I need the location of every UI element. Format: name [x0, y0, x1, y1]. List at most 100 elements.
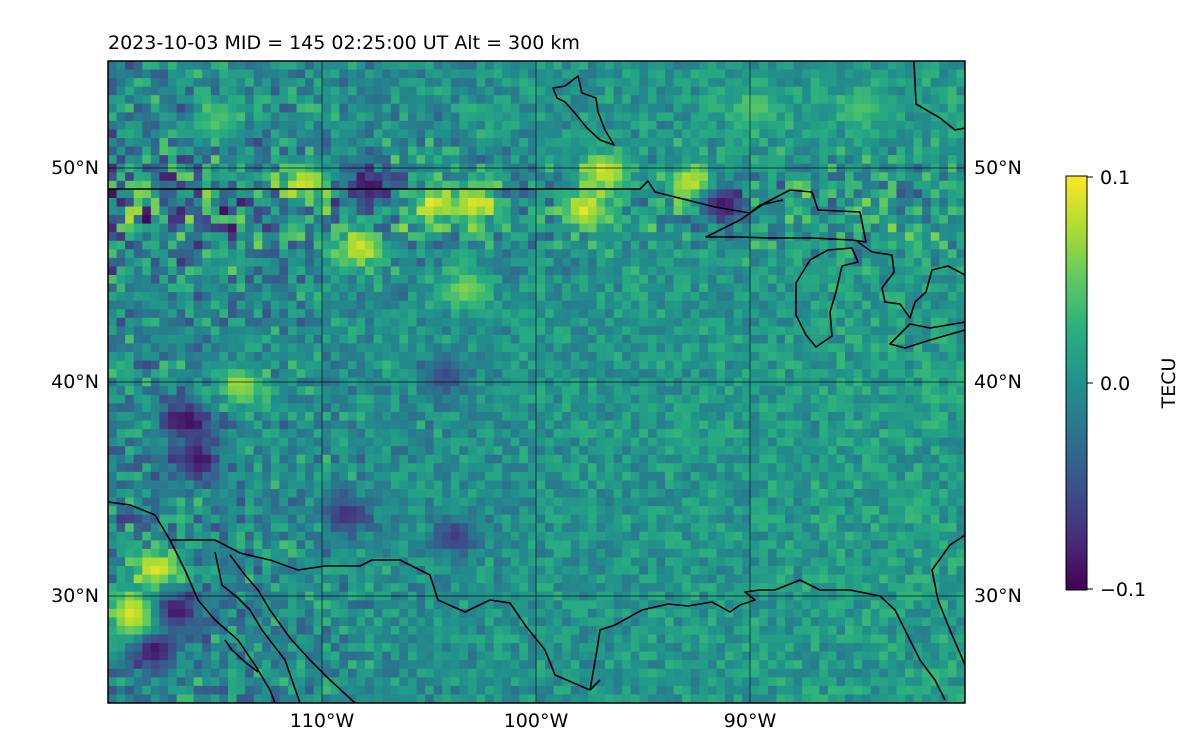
heatmap-cell	[819, 180, 829, 190]
heatmap-cell	[108, 223, 118, 233]
heatmap-cell	[605, 120, 615, 131]
heatmap-cell	[459, 78, 469, 88]
heatmap-cell	[707, 78, 718, 88]
heatmap-cell	[467, 69, 478, 79]
heatmap-cell	[459, 454, 469, 464]
heatmap-cell	[905, 112, 915, 122]
heatmap-cell	[699, 437, 709, 447]
heatmap-cell	[947, 223, 958, 233]
heatmap-cell	[125, 275, 135, 285]
heatmap-cell	[253, 112, 263, 122]
heatmap-cell	[347, 266, 358, 276]
heatmap-cell	[476, 480, 486, 490]
heatmap-cell	[853, 420, 863, 430]
heatmap-cell	[930, 394, 940, 404]
heatmap-cell	[827, 112, 838, 122]
heatmap-cell	[305, 266, 315, 276]
heatmap-cell	[116, 446, 126, 456]
heatmap-cell	[202, 309, 212, 319]
heatmap-cell	[527, 172, 538, 182]
heatmap-cell	[467, 95, 478, 105]
heatmap-cell	[347, 403, 358, 413]
heatmap-cell	[493, 411, 503, 422]
heatmap-cell	[587, 317, 598, 327]
heatmap-cell	[956, 446, 965, 456]
heatmap-cell	[819, 223, 829, 233]
heatmap-cell	[527, 326, 538, 336]
heatmap-cell	[279, 394, 289, 404]
heatmap-cell	[767, 189, 778, 199]
heatmap-cell	[476, 352, 486, 362]
heatmap-cell	[116, 206, 126, 216]
heatmap-cell	[236, 463, 246, 473]
heatmap-cell	[125, 180, 135, 190]
heatmap-cell	[596, 197, 606, 208]
heatmap-cell	[587, 180, 598, 190]
heatmap-cell	[759, 446, 769, 456]
heatmap-cell	[879, 146, 889, 156]
heatmap-cell	[493, 172, 503, 182]
heatmap-cell	[279, 223, 289, 233]
heatmap-cell	[202, 317, 212, 327]
heatmap-cell	[887, 411, 898, 422]
heatmap-cell	[245, 95, 255, 105]
heatmap-cell	[159, 215, 169, 225]
heatmap-cell	[750, 69, 760, 79]
heatmap-cell	[245, 69, 255, 79]
heatmap-cell	[776, 394, 786, 404]
heatmap-cell	[870, 360, 880, 370]
heatmap-cell	[193, 146, 203, 156]
heatmap-cell	[502, 180, 512, 190]
heatmap-cell	[442, 369, 452, 379]
heatmap-cell	[262, 283, 272, 293]
heatmap-cell	[630, 480, 640, 490]
heatmap-cell	[459, 386, 469, 396]
heatmap-cell	[493, 292, 503, 302]
heatmap-cell	[605, 129, 615, 139]
heatmap-cell	[510, 86, 520, 96]
heatmap-cell	[176, 257, 186, 268]
heatmap-cell	[253, 454, 263, 464]
heatmap-cell	[553, 223, 563, 233]
heatmap-cell	[433, 300, 443, 310]
heatmap-cell	[519, 215, 529, 225]
heatmap-cell	[939, 317, 949, 327]
heatmap-cell	[202, 480, 212, 490]
heatmap-cell	[725, 275, 735, 285]
heatmap-cell	[536, 300, 546, 310]
heatmap-cell	[176, 360, 186, 370]
heatmap-cell	[905, 172, 915, 182]
heatmap-cell	[613, 420, 623, 430]
heatmap-cell	[108, 112, 118, 122]
heatmap-cell	[690, 429, 700, 439]
heatmap-cell	[545, 95, 555, 105]
heatmap-cell	[502, 86, 512, 96]
heatmap-cell	[802, 317, 812, 327]
heatmap-cell	[287, 275, 298, 285]
heatmap-cell	[219, 86, 229, 96]
heatmap-cell	[347, 86, 358, 96]
heatmap-cell	[262, 334, 272, 345]
heatmap-cell	[562, 309, 572, 319]
heatmap-cell	[639, 103, 649, 113]
heatmap-cell	[210, 197, 221, 208]
heatmap-cell	[767, 394, 778, 404]
heatmap-cell	[879, 95, 889, 105]
heatmap-cell	[956, 292, 965, 302]
heatmap-cell	[193, 420, 203, 430]
heatmap-cell	[596, 172, 606, 182]
heatmap-cell	[870, 446, 880, 456]
heatmap-cell	[665, 394, 675, 404]
heatmap-cell	[390, 275, 400, 285]
heatmap-cell	[425, 240, 435, 250]
heatmap-cell	[845, 172, 855, 182]
heatmap-cell	[416, 420, 426, 430]
heatmap-cell	[930, 360, 940, 370]
heatmap-cell	[630, 420, 640, 430]
heatmap-cell	[227, 129, 238, 139]
heatmap-cell	[682, 411, 692, 422]
heatmap-cell	[870, 189, 880, 199]
heatmap-cell	[913, 112, 923, 122]
heatmap-cell	[313, 283, 323, 293]
heatmap-cell	[202, 129, 212, 139]
